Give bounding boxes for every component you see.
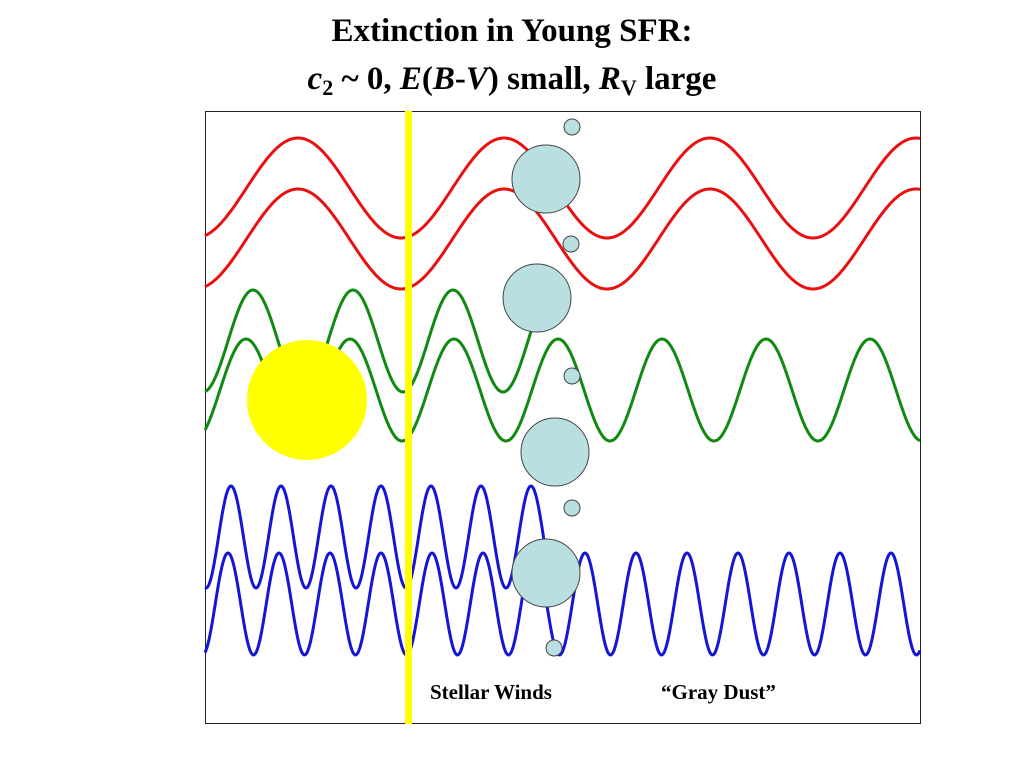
green-wave-upper [204, 288, 554, 394]
page-subtitle: c2 ~ 0, E(B-V) small, RV large [0, 60, 1024, 100]
dust-grain-icon-6 [520, 417, 590, 487]
subtitle-v: V [465, 61, 488, 97]
barrier-icon [405, 111, 412, 724]
subtitle-e: E [399, 61, 422, 97]
subtitle-b: B [432, 61, 455, 97]
diagram-frame [205, 111, 921, 724]
subtitle-r: R [598, 61, 621, 97]
stellar-winds-label: Stellar Winds [430, 680, 552, 704]
subtitle-r-subscript: V [620, 75, 637, 100]
dust-grain-icon-2 [511, 144, 581, 214]
blue-wave-lower [203, 551, 922, 657]
dust-grain-icon-1 [563, 118, 581, 136]
dust-grains [502, 118, 590, 657]
dust-grain-icon-9 [545, 639, 563, 657]
star-icon [247, 340, 367, 460]
subtitle-tilde-zero: ~ 0, [333, 61, 400, 97]
gray-dust-label: “Gray Dust” [661, 680, 776, 704]
subtitle-dash: - [454, 61, 466, 97]
red-wave-lower [204, 187, 921, 291]
page-title: Extinction in Young SFR: [331, 13, 693, 49]
dust-grain-icon-8 [511, 538, 581, 608]
subtitle-close-paren: ) [487, 61, 499, 97]
subtitle-large: large [636, 61, 717, 97]
subtitle-c-subscript: 2 [322, 75, 334, 100]
dust-grain-icon-4 [502, 263, 572, 333]
subtitle-small: small, [498, 61, 599, 97]
blue-wave-upper [204, 484, 554, 590]
dust-grain-icon-3 [562, 235, 580, 253]
subtitle-open-paren: ( [421, 61, 433, 97]
dust-grain-icon-7 [563, 499, 581, 517]
dust-grain-icon-5 [563, 367, 581, 385]
subtitle-c: c [307, 61, 323, 97]
